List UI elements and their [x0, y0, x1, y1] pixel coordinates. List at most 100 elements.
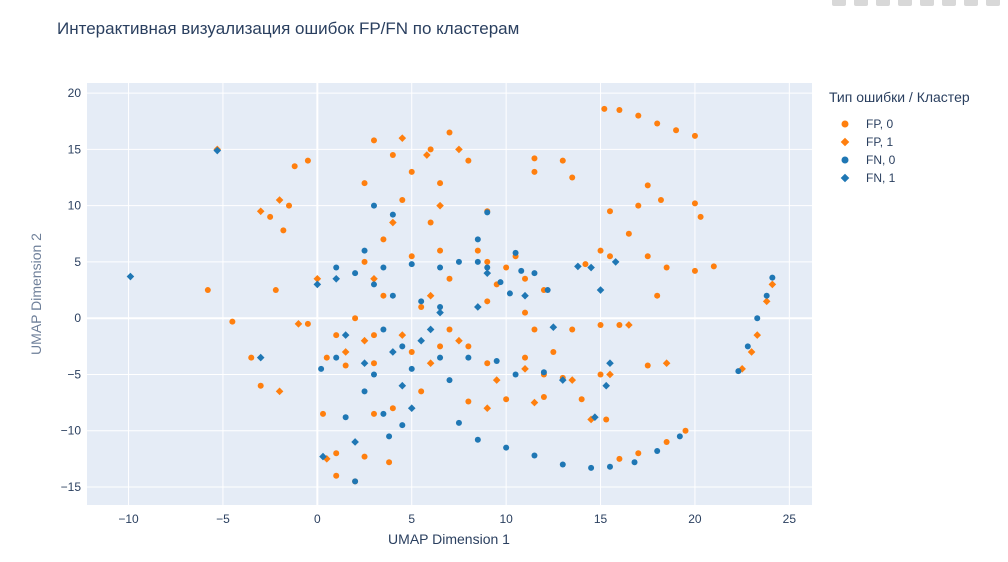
- data-point[interactable]: [427, 146, 434, 153]
- data-point[interactable]: [291, 163, 298, 170]
- data-point[interactable]: [333, 450, 340, 457]
- data-point[interactable]: [530, 398, 539, 407]
- data-point[interactable]: [503, 264, 510, 271]
- data-point[interactable]: [465, 354, 472, 361]
- data-point[interactable]: [418, 303, 425, 310]
- data-point[interactable]: [568, 376, 577, 384]
- data-point[interactable]: [587, 415, 595, 424]
- data-point[interactable]: [352, 478, 359, 485]
- data-point[interactable]: [370, 275, 378, 283]
- data-point[interactable]: [597, 247, 604, 254]
- data-point[interactable]: [275, 387, 284, 396]
- data-point[interactable]: [673, 127, 680, 134]
- data-point[interactable]: [455, 145, 463, 154]
- data-point[interactable]: [518, 267, 525, 274]
- data-point[interactable]: [484, 298, 491, 305]
- data-point[interactable]: [426, 325, 435, 334]
- data-point[interactable]: [512, 371, 519, 378]
- data-point[interactable]: [762, 297, 771, 306]
- data-point[interactable]: [351, 438, 359, 446]
- data-point[interactable]: [663, 438, 670, 445]
- data-point[interactable]: [753, 331, 762, 339]
- legend-marker[interactable]: [840, 173, 850, 183]
- data-point[interactable]: [333, 332, 340, 339]
- data-point[interactable]: [248, 354, 255, 361]
- data-point[interactable]: [437, 303, 444, 310]
- data-point[interactable]: [361, 388, 368, 395]
- data-point[interactable]: [603, 416, 610, 423]
- data-point[interactable]: [569, 326, 576, 333]
- data-point[interactable]: [437, 354, 444, 361]
- data-point[interactable]: [682, 427, 689, 434]
- data-point[interactable]: [738, 365, 746, 373]
- data-point[interactable]: [389, 292, 396, 299]
- data-point[interactable]: [280, 227, 287, 234]
- autoscale-icon[interactable]: [964, 0, 978, 6]
- data-point[interactable]: [635, 202, 642, 209]
- data-point[interactable]: [616, 107, 623, 114]
- data-point[interactable]: [380, 236, 387, 243]
- legend-item-label[interactable]: FN, 0: [866, 153, 896, 167]
- data-point[interactable]: [654, 292, 661, 299]
- data-point[interactable]: [426, 359, 435, 368]
- data-point[interactable]: [455, 336, 463, 345]
- data-point[interactable]: [436, 201, 444, 210]
- data-point[interactable]: [389, 218, 397, 227]
- data-point[interactable]: [426, 291, 435, 300]
- data-point[interactable]: [323, 354, 330, 361]
- data-point[interactable]: [483, 404, 492, 413]
- data-point[interactable]: [654, 447, 661, 454]
- data-point[interactable]: [437, 180, 444, 187]
- legend-marker[interactable]: [840, 137, 850, 147]
- data-point[interactable]: [256, 207, 265, 216]
- data-point[interactable]: [389, 405, 396, 412]
- data-point[interactable]: [558, 376, 567, 384]
- data-point[interactable]: [352, 315, 359, 322]
- data-point[interactable]: [213, 146, 222, 155]
- data-point[interactable]: [484, 258, 491, 265]
- lasso-icon[interactable]: [898, 0, 912, 6]
- data-point[interactable]: [597, 321, 604, 328]
- data-point[interactable]: [427, 219, 434, 226]
- legend-item-label[interactable]: FP, 0: [866, 117, 893, 131]
- data-point[interactable]: [342, 414, 349, 421]
- data-point[interactable]: [578, 396, 585, 403]
- data-point[interactable]: [492, 376, 501, 384]
- data-point[interactable]: [521, 291, 529, 300]
- data-point[interactable]: [506, 290, 513, 297]
- data-point[interactable]: [574, 262, 582, 271]
- data-point[interactable]: [735, 368, 742, 375]
- data-point[interactable]: [644, 253, 651, 260]
- data-point[interactable]: [322, 455, 331, 463]
- legend-item-label[interactable]: FN, 1: [866, 171, 896, 185]
- data-point[interactable]: [386, 433, 393, 440]
- data-point[interactable]: [360, 359, 369, 368]
- data-point[interactable]: [319, 452, 327, 461]
- data-point[interactable]: [341, 348, 350, 356]
- data-point[interactable]: [333, 472, 340, 479]
- reset-axes-icon[interactable]: [986, 0, 1000, 6]
- data-point[interactable]: [559, 461, 566, 468]
- data-point[interactable]: [662, 359, 671, 368]
- data-point[interactable]: [455, 419, 462, 426]
- camera-icon[interactable]: [832, 0, 846, 6]
- legend-marker[interactable]: [841, 156, 849, 164]
- data-point[interactable]: [320, 410, 327, 417]
- data-point[interactable]: [644, 182, 651, 189]
- legend-marker[interactable]: [841, 120, 849, 128]
- data-point[interactable]: [370, 202, 377, 209]
- data-point[interactable]: [521, 365, 529, 373]
- data-point[interactable]: [465, 398, 472, 405]
- data-point[interactable]: [333, 354, 340, 361]
- data-point[interactable]: [465, 157, 472, 164]
- data-point[interactable]: [635, 450, 642, 457]
- data-point[interactable]: [408, 365, 415, 372]
- data-point[interactable]: [399, 343, 406, 350]
- data-point[interactable]: [710, 263, 717, 270]
- data-point[interactable]: [503, 444, 510, 451]
- data-point[interactable]: [474, 247, 481, 254]
- data-point[interactable]: [408, 168, 415, 175]
- data-point[interactable]: [747, 348, 756, 356]
- data-point[interactable]: [769, 274, 776, 281]
- data-point[interactable]: [531, 326, 538, 333]
